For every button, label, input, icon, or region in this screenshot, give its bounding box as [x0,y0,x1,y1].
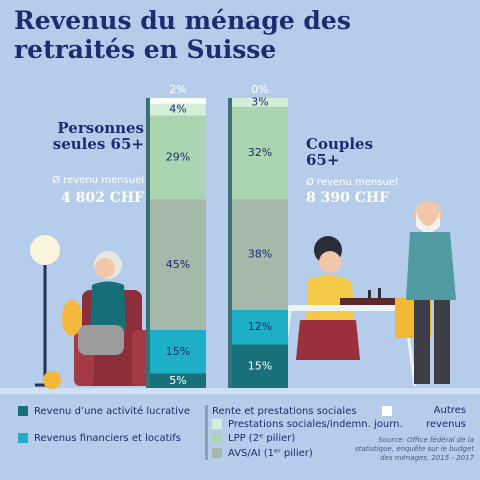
value-label: 0% [251,83,268,96]
source-note: Source: Office fédéral de la statistique… [354,436,474,462]
value-label: 12% [248,320,272,333]
bar-segment [232,98,288,107]
value-label: 32% [248,146,272,159]
bar-segment [150,103,206,116]
group-amount: 8 390 CHF [306,190,390,206]
group-label: Couples 65+ [306,135,374,169]
legend-group-bar [205,405,208,460]
value-label: 3% [251,95,268,108]
bar-edge [146,98,150,388]
value-label: 45% [166,258,190,271]
legend-label: AVS/AI (1ᵉʳ pilier) [228,448,313,459]
bar-segment [150,199,206,330]
legend-swatch [18,433,28,443]
legend-swatch [18,406,28,416]
bar-segment [150,373,206,388]
bar-segment [150,330,206,374]
single-person-illustration [43,251,152,389]
bar-segment [232,106,288,200]
group-label: Personnes seules 65+ [52,119,144,153]
lamp-illustration [30,235,60,387]
legend-label: Revenus financiers et locatifs [34,433,181,444]
value-label: 2% [169,83,186,96]
value-label: 29% [166,150,190,163]
bar-segment [232,344,288,388]
bar-edge [228,98,232,388]
legend-swatch [212,448,222,458]
floor [0,388,480,394]
value-label: 15% [248,359,272,372]
bar-segment [232,199,288,310]
group-caption: Ø revenu mensuel [306,177,398,188]
legend-label: Autres revenus [426,405,466,430]
legend-label: Prestations sociales/indemn. journ. [228,419,403,430]
legend-group-label: Rente et prestations sociales [212,406,357,417]
bar-segment [150,115,206,200]
legend-label: Revenu d’une activité lucrative [34,405,190,417]
legend-swatch [382,406,392,416]
bar-segment [150,98,206,104]
legend-swatch [212,419,222,429]
legend-swatch [212,433,222,443]
value-label: 4% [169,103,186,116]
value-label: 15% [166,345,190,358]
couple-illustration [278,201,456,387]
group-amount: 4 802 CHF [60,190,144,206]
group-caption: Ø revenu mensuel [52,175,144,186]
value-label: 38% [248,248,272,261]
bar-segment [232,309,288,345]
legend-label: LPP (2ᵉ pilier) [228,433,295,444]
value-label: 5% [169,374,186,387]
chart-title: Revenus du ménage des retraités en Suiss… [14,6,351,64]
